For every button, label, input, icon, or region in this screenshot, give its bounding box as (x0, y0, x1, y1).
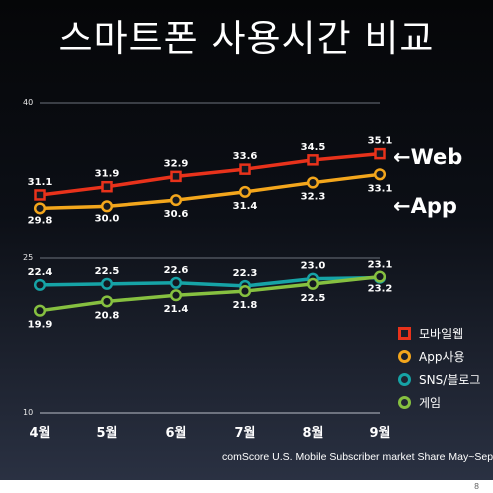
web-callout: ←Web (393, 145, 463, 169)
data-label: 23.0 (301, 261, 326, 272)
legend-item-mobile-web: 모바일웹 (398, 322, 480, 345)
line-chart: 40 25 10 4월 5월 6월 7월 8월 9월 31.1 31.9 32.9 33.6 34.5 35… (23, 98, 393, 441)
y-tick-label-10: 10 (23, 408, 33, 417)
data-point-circle (100, 295, 114, 308)
slide: 스마트폰 사용시간 비교 40 25 10 4월 5월 6월 7월 8월 9월 31.1 31.9 3… (0, 0, 493, 480)
data-label: 21.8 (233, 300, 258, 311)
data-point-circle (100, 277, 114, 290)
data-point-circle (238, 285, 252, 298)
data-point-circle (169, 194, 183, 207)
data-point-square (374, 147, 386, 160)
data-label: 19.9 (28, 320, 53, 331)
x-tick-label: 8월 (302, 425, 323, 441)
legend-label-mobile-web: 모바일웹 (419, 327, 464, 341)
data-label: 22.4 (28, 267, 53, 278)
legend-marker-mobile-web (398, 327, 411, 340)
series-line-3 (39, 274, 381, 313)
legend-item-sns: SNS/블로그 (398, 368, 480, 391)
data-label: 33.1 (368, 183, 393, 194)
data-point-circle (373, 270, 387, 283)
data-label: 30.6 (164, 209, 189, 220)
legend-marker-sns (398, 373, 411, 386)
series-line-1 (39, 172, 381, 211)
data-label: 22.5 (301, 293, 326, 304)
data-label: 31.9 (95, 169, 120, 180)
source-note: comScore U.S. Mobile Subscriber market S… (222, 451, 493, 463)
x-tick-label: 9월 (369, 425, 390, 441)
page-number: 8 (474, 482, 480, 491)
data-point-circle (238, 185, 252, 198)
data-point-circle (33, 278, 47, 291)
data-label: 30.0 (95, 213, 120, 224)
legend-marker-app (398, 350, 411, 363)
legend-label-sns: SNS/블로그 (419, 373, 481, 387)
data-label: 35.1 (368, 136, 393, 147)
x-tick-label: 7월 (234, 425, 255, 441)
data-label: 22.5 (95, 266, 120, 277)
data-label: 33.6 (233, 151, 258, 162)
data-label: 32.9 (164, 158, 189, 169)
data-label: 23.2 (368, 284, 393, 295)
legend-label-app: App사용 (419, 350, 465, 364)
data-label: 31.1 (28, 177, 53, 188)
data-label: 34.5 (301, 142, 326, 153)
data-point-square (34, 189, 46, 201)
data-point-circle (33, 304, 47, 317)
data-point-circle (373, 168, 387, 181)
series-line-0 (39, 151, 381, 197)
data-point-square (239, 163, 251, 175)
legend-label-game: 게임 (419, 396, 442, 410)
legend-marker-game (398, 396, 411, 409)
data-label: 23.1 (368, 260, 393, 271)
chart-legend: 모바일웹 App사용 SNS/블로그 게임 (398, 322, 480, 414)
legend-item-app: App사용 (398, 345, 480, 368)
data-label: 22.3 (233, 268, 258, 279)
data-label: 22.6 (164, 265, 189, 276)
data-label: 20.8 (95, 310, 120, 321)
data-label: 31.4 (233, 201, 258, 212)
data-point-circle (306, 176, 320, 189)
series-line-2 (39, 275, 381, 288)
data-point-circle (169, 276, 183, 289)
legend-item-game: 게임 (398, 391, 480, 414)
x-tick-label: 4월 (29, 425, 50, 441)
data-label: 32.3 (301, 192, 326, 203)
app-callout: ←App (393, 194, 457, 218)
y-tick-label-25: 25 (23, 253, 33, 262)
data-point-circle (306, 277, 320, 290)
data-point-circle (169, 289, 183, 302)
data-point-square (101, 180, 113, 193)
data-point-circle (100, 200, 114, 213)
x-tick-label: 6월 (165, 425, 186, 441)
x-tick-label: 5월 (96, 425, 117, 441)
slide-title: 스마트폰 사용시간 비교 (58, 17, 435, 60)
data-label: 29.8 (28, 215, 53, 226)
data-label: 21.4 (164, 304, 189, 315)
data-point-circle (33, 202, 47, 215)
data-point-square (170, 170, 182, 183)
data-point-square (307, 154, 319, 166)
y-tick-label-40: 40 (23, 98, 33, 107)
